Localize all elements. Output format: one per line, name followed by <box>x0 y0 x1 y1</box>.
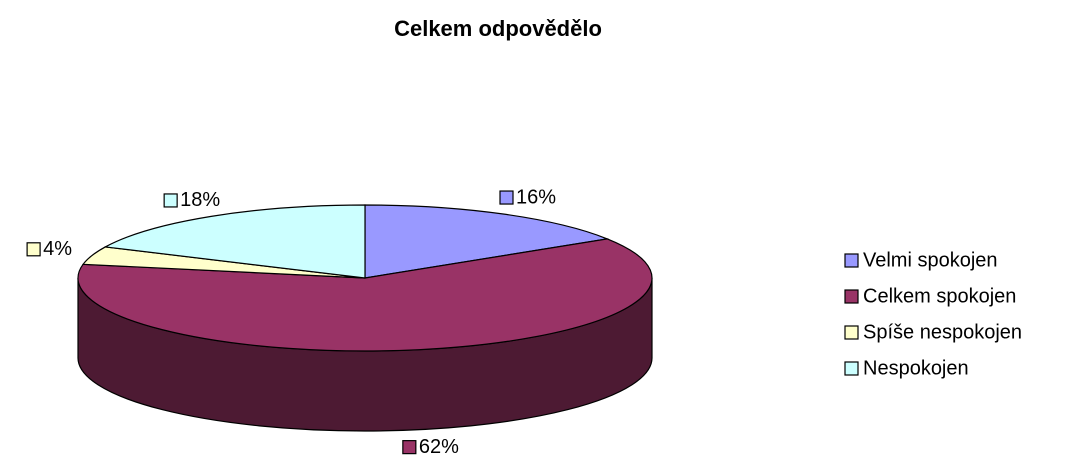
label-swatch <box>163 193 178 208</box>
data-label: 16% <box>516 186 556 208</box>
legend-label: Spíše nespokojen <box>863 321 1022 343</box>
legend-label: Velmi spokojen <box>863 249 998 271</box>
pie-slice <box>103 204 366 279</box>
legend-label: Celkem spokojen <box>863 285 1016 307</box>
legend-swatch <box>844 325 859 340</box>
legend-swatch <box>844 361 859 376</box>
label-swatch <box>26 242 41 257</box>
label-swatch <box>402 440 417 455</box>
pie-slice <box>364 204 610 279</box>
data-label: 62% <box>419 436 459 458</box>
legend-swatch <box>844 289 859 304</box>
legend-swatch <box>844 253 859 268</box>
pie-slice <box>77 238 653 352</box>
data-label: 4% <box>43 238 72 260</box>
chart-title: Celkem odpovědělo <box>394 16 602 41</box>
legend-label: Nespokojen <box>863 357 969 379</box>
data-label: 18% <box>180 189 220 211</box>
label-swatch <box>499 190 514 205</box>
